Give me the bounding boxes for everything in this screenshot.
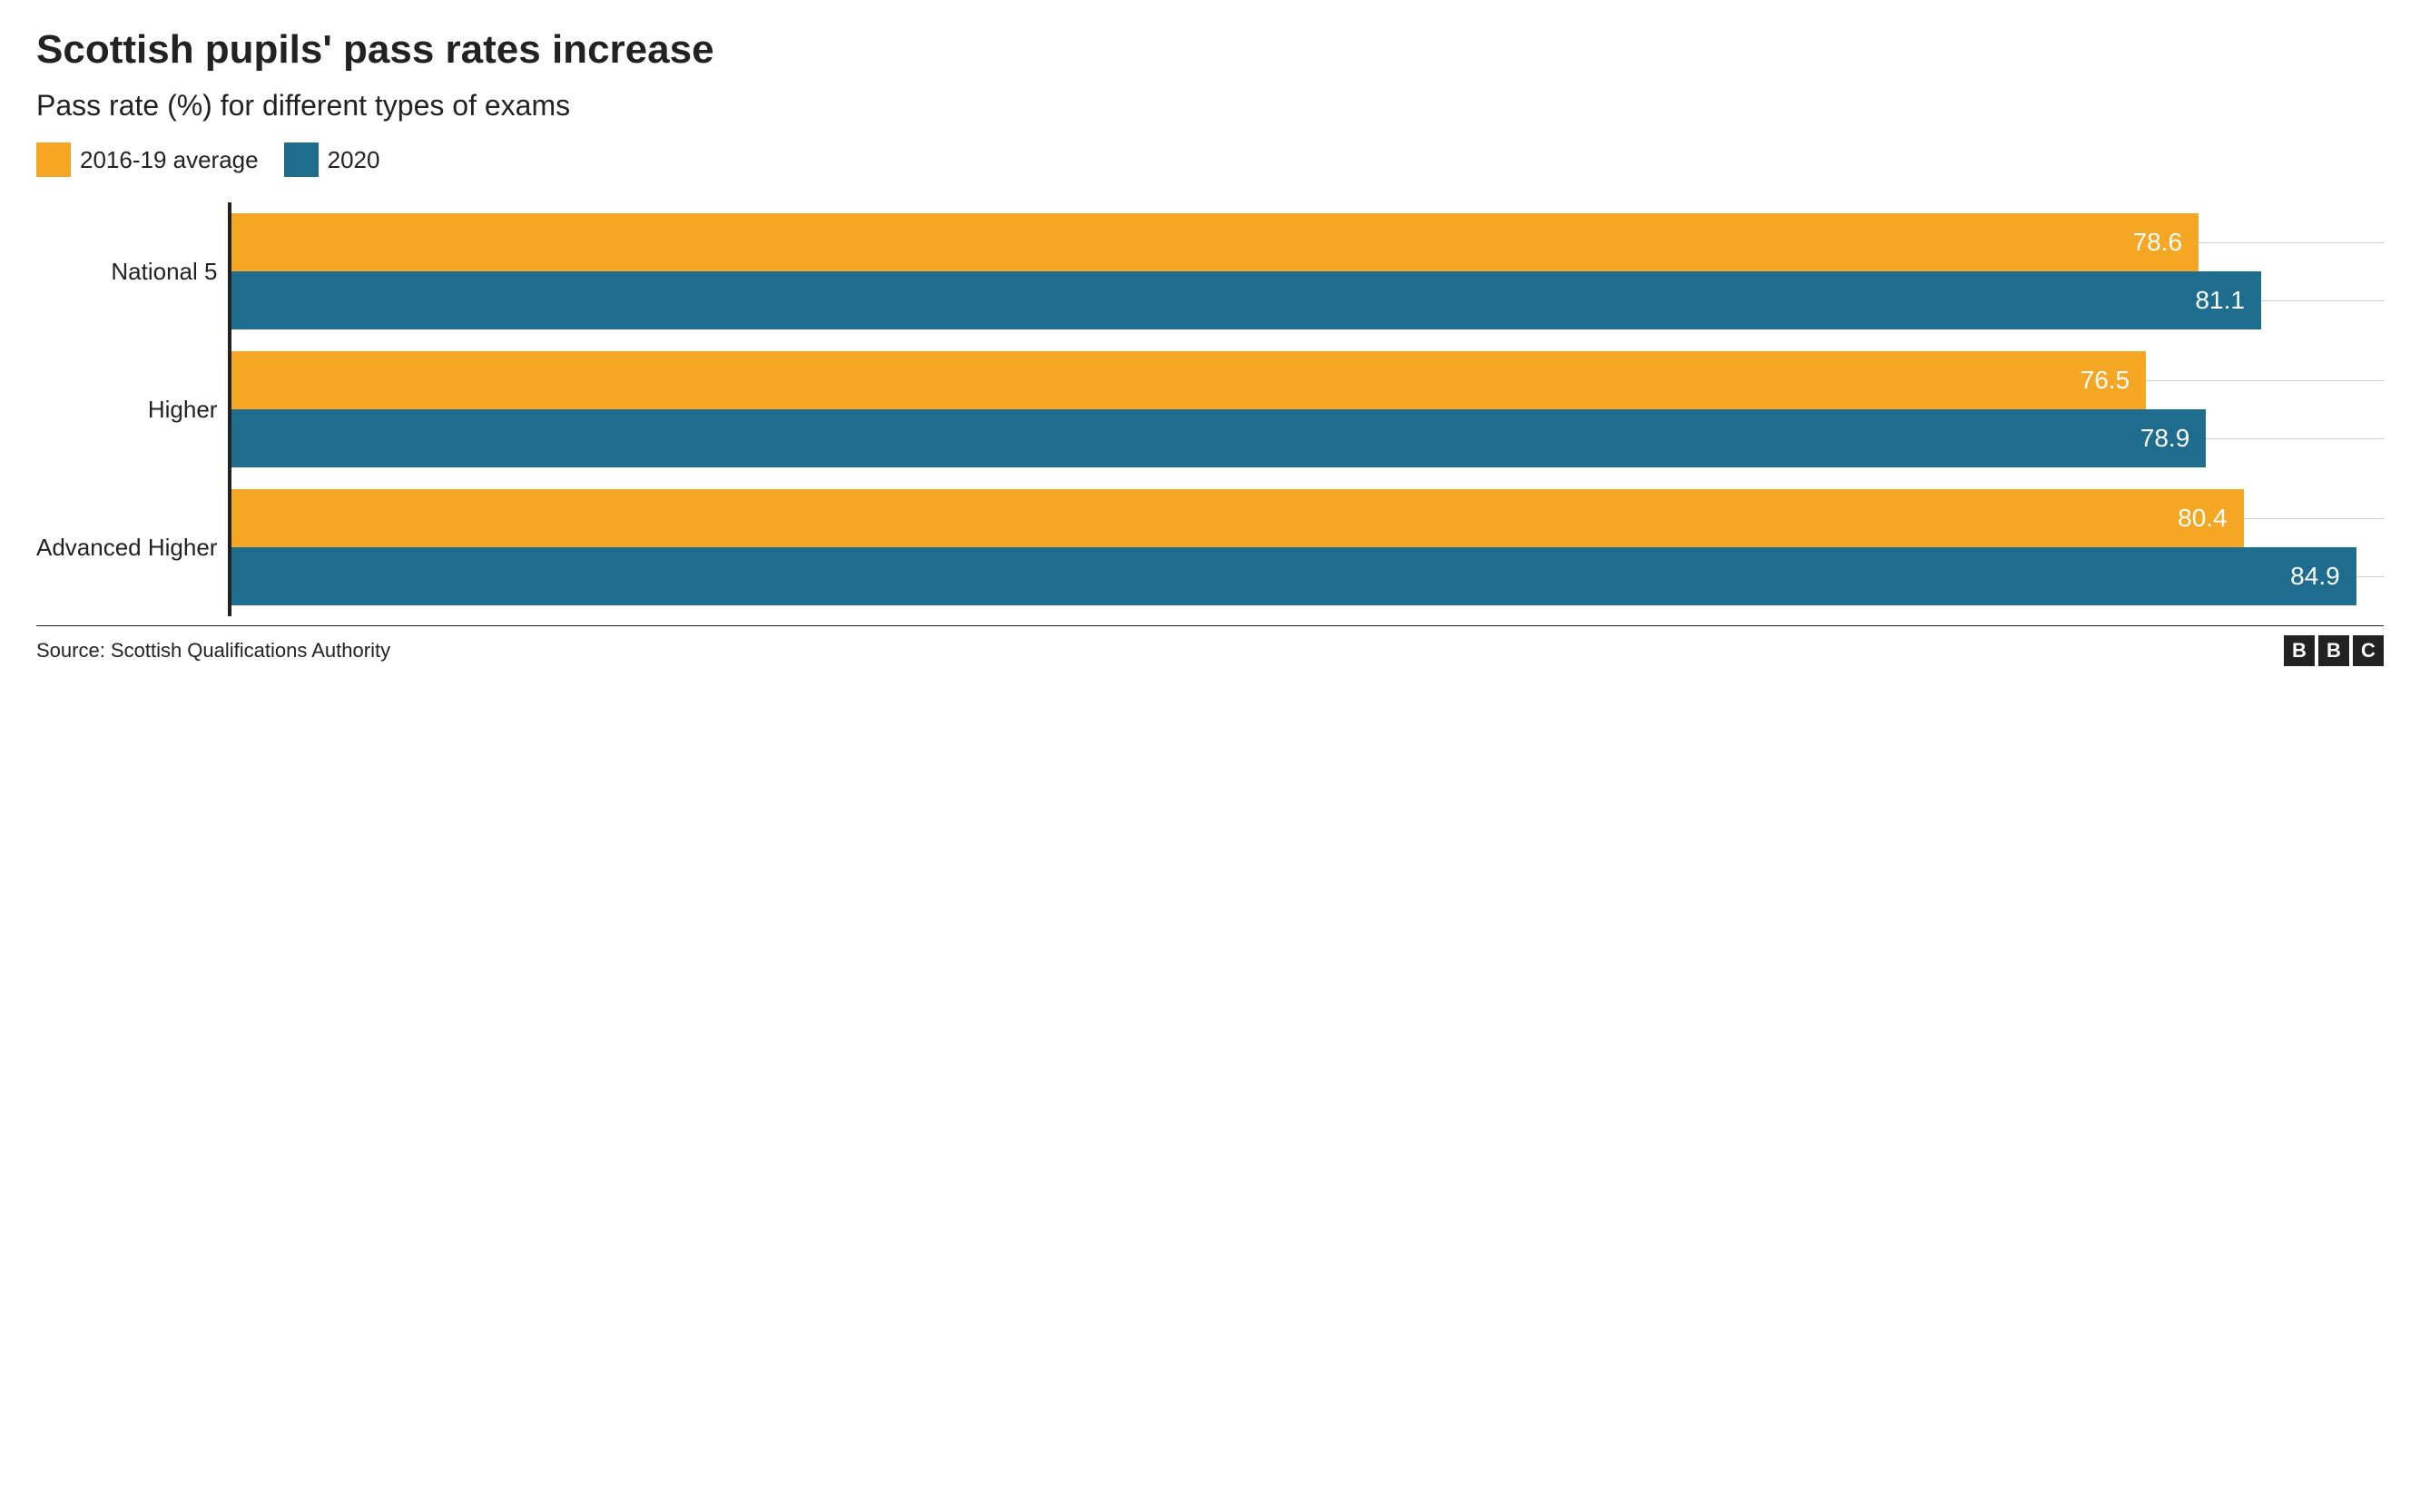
bar: 78.6 <box>231 213 2199 271</box>
bar: 81.1 <box>231 271 2260 329</box>
chart-area: National 5HigherAdvanced Higher 78.6 81.1… <box>36 202 2384 616</box>
bar-row: 78.6 <box>231 213 2384 271</box>
legend-swatch <box>284 142 319 177</box>
category-label: Advanced Higher <box>36 478 217 616</box>
bar-row: 76.5 <box>231 351 2384 409</box>
legend-item: 2016-19 average <box>36 142 259 177</box>
legend: 2016-19 average 2020 <box>36 142 2384 177</box>
category-label: Higher <box>36 340 217 478</box>
chart-subtitle: Pass rate (%) for different types of exa… <box>36 89 2384 123</box>
bar: 76.5 <box>231 351 2146 409</box>
category-group: 76.5 78.9 <box>231 340 2384 478</box>
bar-row: 81.1 <box>231 271 2384 329</box>
footer: Source: Scottish Qualifications Authorit… <box>36 625 2384 666</box>
bar-value-label: 78.9 <box>2140 424 2190 453</box>
bar-value-label: 80.4 <box>2178 504 2228 533</box>
category-label: National 5 <box>36 202 217 340</box>
bar-row: 84.9 <box>231 547 2384 605</box>
bar: 80.4 <box>231 489 2243 547</box>
bar-row: 80.4 <box>231 489 2384 547</box>
y-axis-labels: National 5HigherAdvanced Higher <box>36 202 228 616</box>
legend-item: 2020 <box>284 142 380 177</box>
bar-value-label: 81.1 <box>2195 286 2245 315</box>
bar-value-label: 84.9 <box>2290 562 2340 591</box>
bar-value-label: 76.5 <box>2081 366 2130 395</box>
bars-container: 78.6 81.1 76.5 78.9 80.4 84.9 <box>228 202 2384 616</box>
bar: 78.9 <box>231 409 2206 467</box>
legend-label: 2016-19 average <box>80 146 259 174</box>
bbc-logo-block: B <box>2284 635 2315 666</box>
bbc-logo-block: B <box>2318 635 2349 666</box>
bar: 84.9 <box>231 547 2356 605</box>
category-group: 78.6 81.1 <box>231 202 2384 340</box>
source-text: Source: Scottish Qualifications Authorit… <box>36 639 390 663</box>
chart-title: Scottish pupils' pass rates increase <box>36 27 2384 73</box>
bar-row: 78.9 <box>231 409 2384 467</box>
bar-value-label: 78.6 <box>2133 228 2183 257</box>
legend-swatch <box>36 142 71 177</box>
bbc-logo: BBC <box>2284 635 2384 666</box>
bbc-logo-block: C <box>2353 635 2384 666</box>
category-group: 80.4 84.9 <box>231 478 2384 616</box>
legend-label: 2020 <box>328 146 380 174</box>
